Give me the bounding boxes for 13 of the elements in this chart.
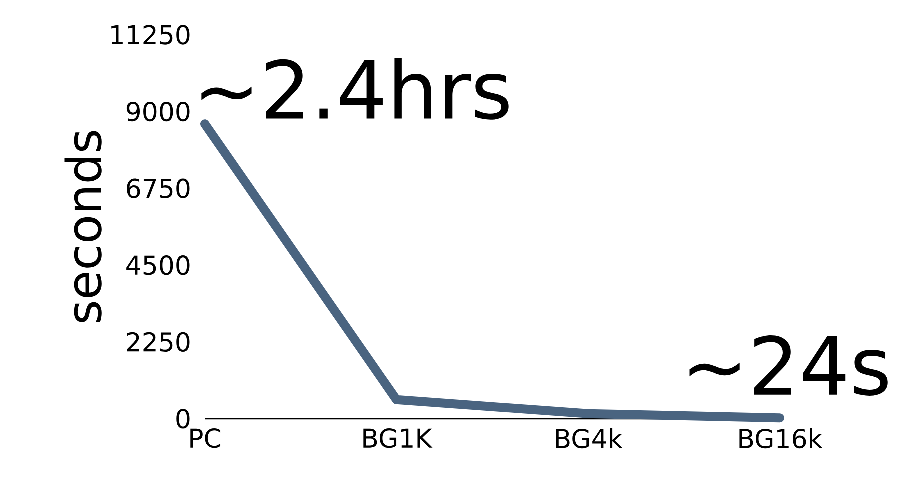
annotation: ~24s <box>690 335 888 396</box>
x-tick-label: BG1K <box>364 428 433 448</box>
y-tick-label: 2250 <box>127 332 190 352</box>
y-tick-label: 11250 <box>112 25 190 45</box>
y-axis-title: seconds <box>64 131 102 322</box>
y-tick-label: 9000 <box>126 102 190 122</box>
y-tick-label: 0 <box>176 409 190 429</box>
y-tick-label: 6750 <box>127 178 190 198</box>
x-tick-label: BG16k <box>740 428 823 449</box>
annotation: ~2.4hrs <box>202 58 509 120</box>
x-tick-label: BG4k <box>556 428 623 449</box>
y-tick-label: 4500 <box>126 256 190 276</box>
x-tick-label: PC <box>190 428 221 448</box>
